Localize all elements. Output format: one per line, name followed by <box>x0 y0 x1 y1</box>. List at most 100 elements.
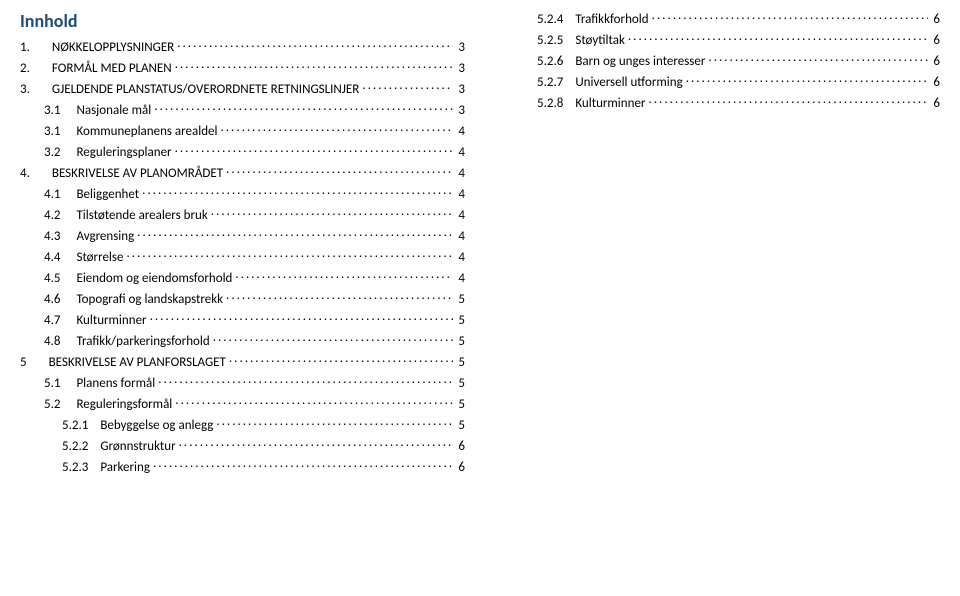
toc-entry: 5.2.3Parkering 6 <box>20 458 465 475</box>
toc-entry-page: 6 <box>931 75 940 90</box>
toc-entry: 4.7Kulturminner 5 <box>20 311 465 328</box>
toc-entry-label: Tilstøtende arealers bruk <box>76 208 207 223</box>
toc-entry-label: Barn og unges interesser <box>575 54 705 69</box>
toc-entry-page: 3 <box>456 103 465 118</box>
toc-entry-page: 5 <box>456 292 465 307</box>
toc-leader-dots <box>211 206 454 219</box>
toc-entry-page: 3 <box>456 61 465 76</box>
toc-entry-label: Trafikkforhold <box>575 12 648 27</box>
toc-leader-dots <box>229 353 454 366</box>
toc-leader-dots <box>213 332 454 345</box>
toc-entry-label: Støytiltak <box>575 33 625 48</box>
toc-entry-number: 4.8 <box>44 334 60 349</box>
toc-leader-dots <box>126 248 453 261</box>
toc-entry: 4.5Eiendom og eiendomsforhold 4 <box>20 269 465 286</box>
toc-entry-page: 4 <box>456 229 465 244</box>
toc-leader-dots <box>142 185 453 198</box>
toc-entry: 3. GJELDENDE PLANSTATUS/OVERORDNETE RETNI… <box>20 80 465 97</box>
toc-entry-number: 4.5 <box>44 271 60 286</box>
toc-entry-label: Reguleringsformål <box>76 397 172 412</box>
toc-leader-dots <box>708 52 928 65</box>
toc-entry-label: NØKKELOPPLYSNINGER <box>52 40 174 55</box>
toc-leader-dots <box>235 269 453 282</box>
toc-leader-dots <box>226 290 453 303</box>
toc-entry-number: 5.2.4 <box>537 12 563 27</box>
toc-entry-number: 5.2.6 <box>537 54 563 69</box>
toc-entry-number: 5.2.5 <box>537 33 563 48</box>
toc-entry: 4.2Tilstøtende arealers bruk 4 <box>20 206 465 223</box>
toc-entry-page: 5 <box>456 397 465 412</box>
toc-entry-page: 4 <box>456 166 465 181</box>
toc-entry-number: 5.2.7 <box>537 75 563 90</box>
toc-leader-dots <box>216 416 453 429</box>
toc-leader-dots <box>686 73 929 86</box>
toc-entry-label: BESKRIVELSE AV PLANOMRÅDET <box>52 166 223 181</box>
toc-entry-page: 5 <box>456 376 465 391</box>
toc-entry: 5.2.5 Støytiltak 6 <box>495 31 940 48</box>
toc-entry-label: Reguleringsplaner <box>76 145 171 160</box>
toc-leader-dots <box>179 437 454 450</box>
toc-entry: 4.8 Trafikk/parkeringsforhold 5 <box>20 332 465 349</box>
toc-entry: 5.2 Reguleringsformål 5 <box>20 395 465 412</box>
toc-entry-number: 3. <box>20 82 30 97</box>
toc-entry-label: Størrelse <box>76 250 123 265</box>
toc-entry: 5.2.7Universell utforming 6 <box>495 73 940 90</box>
toc-entry: 4.4Størrelse 4 <box>20 248 465 265</box>
toc-entry-page: 6 <box>931 33 940 48</box>
toc-entry-number: 5.2 <box>44 397 60 412</box>
toc-column-left: Innhold 1.NØKKELOPPLYSNINGER 32.FORMÅL M… <box>20 10 465 596</box>
toc-entry-number: 4.2 <box>44 208 60 223</box>
toc-entry: 5.2.6Barn og unges interesser 6 <box>495 52 940 69</box>
toc-entry-number: 4. <box>20 166 30 181</box>
toc-leader-dots <box>652 10 929 23</box>
toc-entry-page: 4 <box>456 250 465 265</box>
toc-entry-page: 6 <box>456 460 465 475</box>
toc-page: Innhold 1.NØKKELOPPLYSNINGER 32.FORMÅL M… <box>0 0 960 596</box>
toc-entry-number: 5 <box>20 355 27 370</box>
toc-entry-label: Kommuneplanens arealdel <box>76 124 217 139</box>
toc-entry-page: 4 <box>456 187 465 202</box>
toc-entry-label: Eiendom og eiendomsforhold <box>76 271 232 286</box>
toc-entry-number: 1. <box>20 40 30 55</box>
toc-entries-right: 5.2.4Trafikkforhold 65.2.5Støytiltak 65.… <box>495 10 940 111</box>
toc-entry-label: Grønnstruktur <box>100 439 175 454</box>
toc-entry-page: 6 <box>456 439 465 454</box>
toc-leader-dots <box>175 59 454 72</box>
toc-leader-dots <box>154 101 453 114</box>
toc-entry-page: 6 <box>931 12 940 27</box>
toc-entry-label: Beliggenhet <box>76 187 139 202</box>
toc-entry: 5.1Planens formål 5 <box>20 374 465 391</box>
toc-column-right: 5.2.4Trafikkforhold 65.2.5Støytiltak 65.… <box>495 10 940 596</box>
toc-entry-number: 5.2.1 <box>62 418 88 433</box>
toc-entry: 3.2 Reguleringsplaner 4 <box>20 143 465 160</box>
toc-entry: 5.2.8Kulturminner 6 <box>495 94 940 111</box>
toc-entry-label: Planens formål <box>76 376 155 391</box>
toc-entry-page: 4 <box>456 145 465 160</box>
toc-leader-dots <box>177 38 453 51</box>
toc-leader-dots <box>137 227 453 240</box>
toc-entry: 1.NØKKELOPPLYSNINGER 3 <box>20 38 465 55</box>
toc-entry-label: Nasjonale mål <box>76 103 151 118</box>
toc-entry-number: 2. <box>20 61 30 76</box>
toc-entry-page: 5 <box>456 334 465 349</box>
toc-entry: 4.3Avgrensing 4 <box>20 227 465 244</box>
toc-entry-page: 5 <box>456 355 465 370</box>
toc-entry: 5 BESKRIVELSE AV PLANFORSLAGET 5 <box>20 353 465 370</box>
toc-entry: 4.1 Beliggenhet 4 <box>20 185 465 202</box>
toc-entry-label: GJELDENDE PLANSTATUS/OVERORDNETE RETNING… <box>52 82 359 97</box>
toc-entry-page: 5 <box>456 418 465 433</box>
toc-entry-page: 4 <box>456 124 465 139</box>
toc-entry-label: BESKRIVELSE AV PLANFORSLAGET <box>49 355 226 370</box>
toc-leader-dots <box>226 164 453 177</box>
toc-entries-left: 1. NØKKELOPPLYSNINGER 3 2. FORMÅL MED PLANE… <box>20 38 465 475</box>
toc-entry-label: Trafikk/parkeringsforhold <box>76 334 209 349</box>
toc-entry-number: 4.7 <box>44 313 60 328</box>
toc-entry-label: FORMÅL MED PLANEN <box>52 61 172 76</box>
toc-entry-page: 6 <box>931 96 940 111</box>
toc-entry: 5.2.1Bebyggelse og anlegg 5 <box>20 416 465 433</box>
toc-entry-number: 5.2.8 <box>537 96 563 111</box>
toc-entry-number: 4.1 <box>44 187 60 202</box>
toc-entry-number: 3.2 <box>44 145 60 160</box>
toc-entry: 2. FORMÅL MED PLANEN 3 <box>20 59 465 76</box>
toc-entry: 5.2.4 Trafikkforhold 6 <box>495 10 940 27</box>
